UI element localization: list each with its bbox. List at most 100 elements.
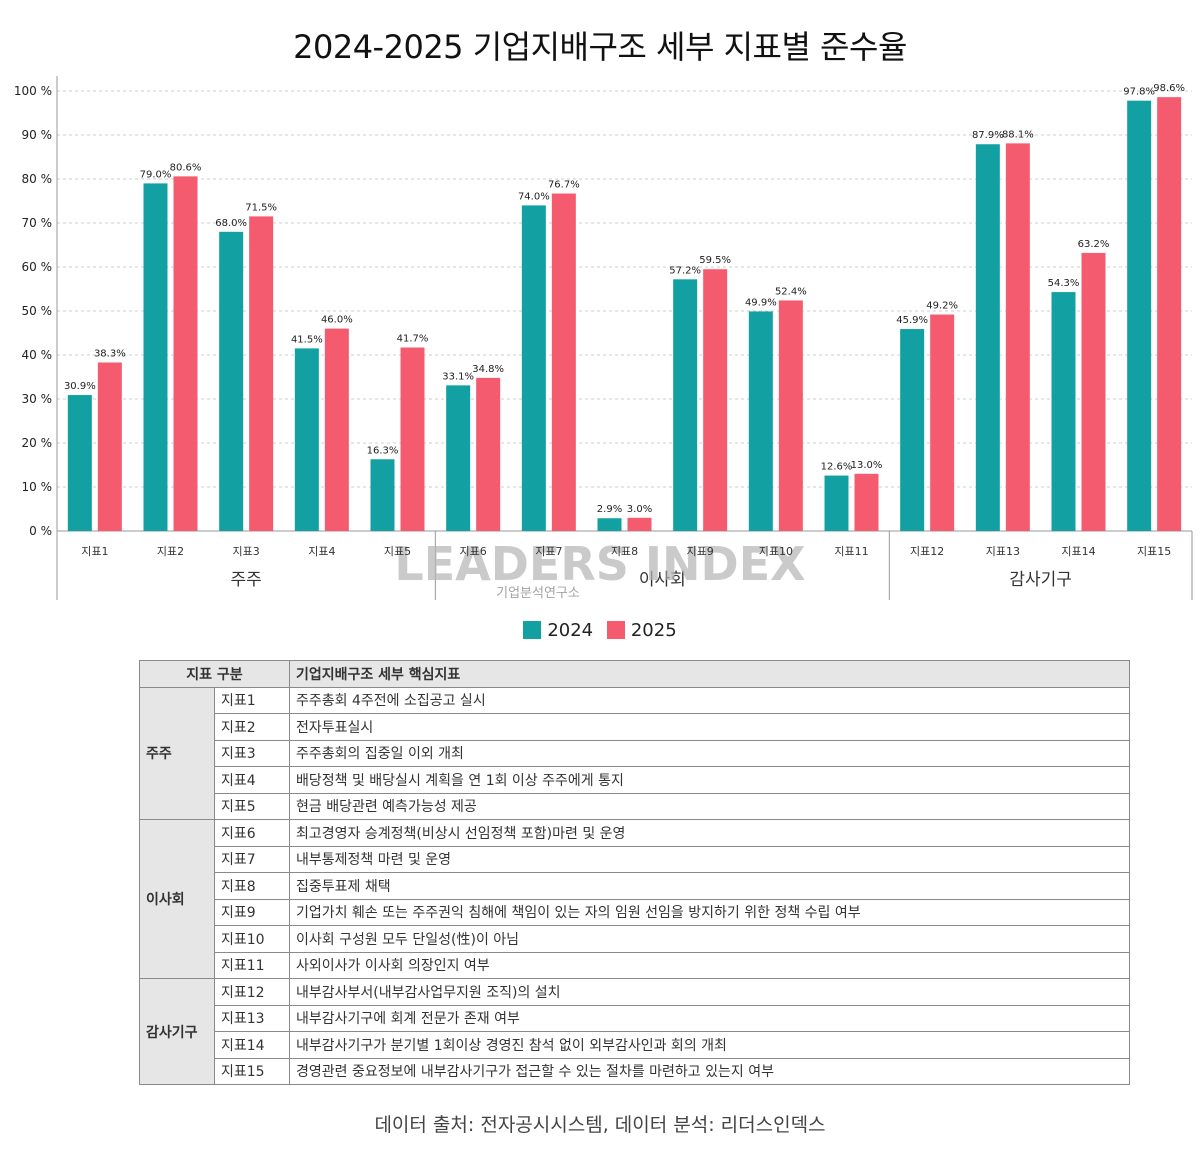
- source-note: 데이터 출처: 전자공시시스템, 데이터 분석: 리더스인덱스: [374, 1114, 826, 1136]
- y-tick-label: 10 %: [22, 480, 53, 494]
- bar-value-label: 45.9%: [896, 315, 928, 326]
- table-code-cell: 지표1: [214, 686, 290, 714]
- table-code-cell: 지표6: [214, 819, 290, 847]
- table-row: 지표4 배당정책 및 배당실시 계획을 연 1회 이상 주주에게 통지: [140, 766, 1130, 794]
- bar-2025-지표15: [1157, 97, 1182, 531]
- table-code-cell: 지표8: [214, 872, 290, 900]
- bar-value-label: 34.8%: [472, 364, 504, 375]
- table-description-cell: 주주총회의 집중일 이외 개최: [289, 739, 1130, 767]
- table-description-cell: 내부감사기구가 분기별 1회이상 경영진 참석 없이 외부감사인과 회의 개최: [289, 1031, 1130, 1059]
- bar-2024-지표3: [219, 231, 244, 532]
- bar-value-label: 30.9%: [64, 381, 96, 392]
- legend-item-2025: 2025: [606, 620, 677, 641]
- table-description-cell: 배당정책 및 배당실시 계획을 연 1회 이상 주주에게 통지: [289, 766, 1130, 794]
- table-code-cell: 지표4: [214, 766, 290, 794]
- x-tick-label: 지표1: [81, 545, 108, 558]
- x-tick-label: 지표7: [535, 545, 562, 558]
- table-description-cell: 경영관련 중요정보에 내부감사기구가 접근할 수 있는 절차를 마련하고 있는지…: [289, 1057, 1130, 1085]
- y-tick-label: 100 %: [14, 84, 52, 98]
- x-tick-label: 지표13: [986, 545, 1020, 558]
- table-group-cell: 이사회: [139, 819, 215, 979]
- legend-swatch-2025: [606, 621, 625, 639]
- bar-value-label: 68.0%: [215, 218, 247, 229]
- table-description-cell: 집중투표제 채택: [289, 872, 1130, 900]
- bar-2024-지표6: [446, 385, 471, 531]
- group-label: 이사회: [639, 570, 686, 590]
- x-tick-label: 지표9: [687, 545, 714, 558]
- bar-value-label: 41.5%: [291, 334, 323, 345]
- y-tick-label: 40 %: [22, 348, 53, 362]
- table-description-cell: 내부감사기구에 회계 전문가 존재 여부: [289, 1004, 1130, 1032]
- x-tick-label: 지표10: [759, 545, 793, 558]
- bar-value-label: 76.7%: [548, 180, 580, 191]
- bar-value-label: 57.2%: [669, 265, 701, 276]
- bar-value-label: 87.9%: [972, 130, 1004, 141]
- y-tick-label: 60 %: [22, 260, 53, 274]
- bar-2024-지표12: [900, 329, 925, 531]
- y-tick-label: 50 %: [22, 304, 53, 318]
- table-code-cell: 지표12: [214, 978, 290, 1006]
- x-tick-label: 지표4: [308, 545, 335, 558]
- table-group-cell: 주주: [139, 686, 215, 820]
- table-description-cell: 최고경영자 승계정책(비상시 선임정책 포함)마련 및 운영: [289, 819, 1130, 847]
- bar-2024-지표7: [521, 205, 546, 531]
- bar-value-label: 49.2%: [926, 301, 958, 312]
- bar-value-label: 38.3%: [94, 348, 126, 359]
- y-tick-label: 30 %: [22, 392, 53, 406]
- bar-2025-지표10: [778, 300, 803, 531]
- bar-value-label: 74.0%: [518, 191, 550, 202]
- bar-value-label: 3.0%: [627, 504, 652, 515]
- table-description-cell: 전자투표실시: [289, 713, 1130, 741]
- table-code-cell: 지표5: [214, 792, 290, 820]
- table-header-row: 지표 구분 기업지배구조 세부 핵심지표: [139, 660, 1130, 688]
- bar-value-label: 80.6%: [170, 162, 202, 173]
- bar-value-label: 79.0%: [140, 169, 172, 180]
- bar-2025-지표1: [97, 362, 122, 531]
- legend: 2024 2025: [0, 620, 1200, 641]
- bar-value-label: 97.8%: [1123, 87, 1155, 98]
- bar-2025-지표5: [400, 347, 425, 531]
- bar-2025-지표9: [703, 269, 728, 531]
- table-row: 지표14 내부감사기구가 분기별 1회이상 경영진 참석 없이 외부감사인과 회의…: [140, 1031, 1130, 1059]
- bar-2024-지표11: [824, 475, 849, 531]
- bar-value-label: 52.4%: [775, 286, 807, 297]
- bar-2024-지표13: [975, 144, 1000, 532]
- table-body: 주주 지표1 주주총회 4주전에 소집공고 실시 지표2 전자투표실시 지표3 주주총회의 …: [139, 686, 1130, 1085]
- watermark-subtitle: 기업분석연구소: [496, 586, 580, 601]
- x-tick-label: 지표14: [1061, 545, 1095, 558]
- bar-2025-지표4: [324, 328, 349, 531]
- bar-value-label: 12.6%: [821, 462, 853, 473]
- table-code-cell: 지표15: [214, 1057, 290, 1085]
- bar-value-label: 59.5%: [699, 255, 731, 266]
- watermark-logo: LEADERS INDEX: [394, 537, 805, 591]
- table-row: 지표8 집중투표제 채택: [140, 872, 1130, 900]
- bar-value-label: 16.3%: [367, 445, 399, 456]
- table-header-description: 기업지배구조 세부 핵심지표: [289, 660, 1130, 688]
- bar-chart: 0 % 10 % 20 % 30 % 40 % 50 % 60 % 70 % 80 % 90 % 1…: [14, 76, 1193, 601]
- table-code-cell: 지표11: [214, 951, 290, 979]
- x-tick-label: 지표8: [611, 545, 638, 558]
- bar-2024-지표2: [143, 183, 168, 531]
- table-row: 지표7 내부통제정책 마련 및 운영: [140, 845, 1130, 873]
- x-tick-label: 지표12: [910, 545, 944, 558]
- bar-2025-지표14: [1081, 252, 1106, 532]
- index-table: 지표 구분 기업지배구조 세부 핵심지표 주주 지표1 주주총회 4주전에 소집공고…: [139, 660, 1130, 1085]
- bar-value-label: 2.9%: [597, 504, 622, 515]
- bar-2025-지표3: [249, 216, 274, 531]
- x-tick-label: 지표3: [233, 545, 260, 558]
- bar-2024-지표14: [1051, 292, 1076, 531]
- y-tick-label: 70 %: [22, 216, 53, 230]
- bar-2025-지표6: [476, 377, 501, 531]
- table-description-cell: 사외이사가 이사회 의장인지 여부: [289, 951, 1130, 979]
- bar-value-label: 98.6%: [1153, 83, 1185, 94]
- bar-2025-지표11: [854, 473, 879, 531]
- table-description-cell: 내부통제정책 마련 및 운영: [289, 845, 1130, 873]
- table-row: 지표11 사외이사가 이사회 의장인지 여부: [140, 951, 1130, 979]
- table-row: 지표2 전자투표실시: [140, 713, 1130, 741]
- table-header-category: 지표 구분: [139, 660, 290, 688]
- bar-value-label: 71.5%: [245, 202, 277, 213]
- table-description-cell: 이사회 구성원 모두 단일성(性)이 아님: [289, 925, 1130, 953]
- table-description-cell: 주주총회 4주전에 소집공고 실시: [289, 686, 1130, 714]
- x-tick-label: 지표2: [157, 545, 184, 558]
- group-label: 주주: [231, 570, 262, 590]
